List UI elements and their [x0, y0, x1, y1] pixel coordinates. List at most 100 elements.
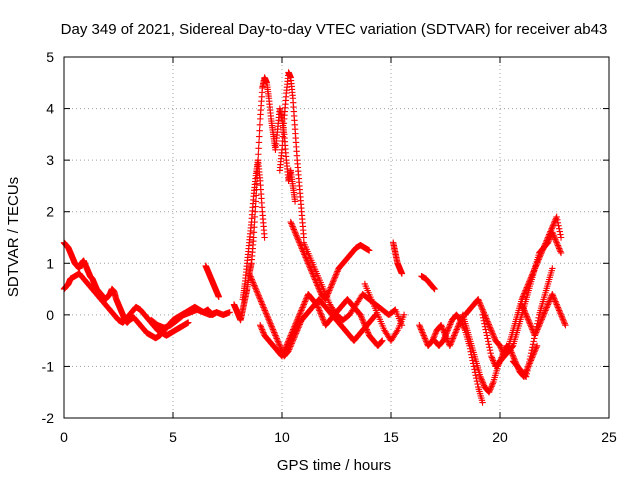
data-point	[484, 338, 492, 345]
data-point	[256, 127, 263, 134]
data-point	[379, 337, 386, 344]
data-point	[289, 327, 296, 335]
data-point	[485, 341, 492, 348]
x-tick-label: 5	[169, 429, 177, 445]
data-point	[304, 258, 311, 266]
data-point	[318, 313, 326, 320]
data-point	[288, 340, 295, 347]
data-point	[274, 338, 282, 345]
data-point	[417, 324, 424, 332]
data-point	[297, 319, 304, 327]
y-tick-label: -2	[42, 410, 55, 426]
series-arc-19	[509, 265, 556, 380]
data-point	[483, 332, 491, 339]
data-point	[537, 317, 545, 324]
data-point	[289, 337, 297, 344]
data-point	[264, 314, 272, 322]
data-point	[528, 347, 535, 354]
data-point	[418, 326, 425, 333]
data-point	[292, 330, 300, 337]
data-point	[549, 292, 557, 299]
data-point	[362, 323, 369, 330]
data-point	[553, 301, 560, 308]
data-point	[443, 328, 451, 336]
data-point	[522, 373, 530, 380]
data-point	[481, 320, 488, 327]
data-point	[287, 341, 295, 349]
data-point	[555, 305, 562, 313]
data-point	[437, 321, 445, 329]
data-point	[314, 302, 321, 310]
x-tick-label: 0	[60, 429, 68, 445]
data-point	[557, 310, 564, 317]
data-point	[279, 351, 286, 358]
data-point	[529, 341, 537, 348]
data-point	[479, 399, 486, 406]
data-point	[476, 299, 483, 306]
data-point	[489, 381, 496, 389]
data-point	[519, 304, 527, 311]
data-point	[551, 235, 559, 242]
data-point	[311, 276, 319, 283]
data-point	[256, 295, 264, 302]
data-point	[304, 260, 312, 267]
data-point	[460, 324, 468, 331]
data-point	[430, 284, 437, 291]
series-arc-17	[461, 213, 565, 360]
data-point	[431, 285, 438, 293]
data-point	[528, 324, 535, 332]
data-point	[308, 268, 316, 276]
data-point	[296, 240, 304, 248]
x-tick-label: 10	[274, 429, 290, 445]
data-point	[378, 338, 385, 345]
y-axis-ticks: -2 -1 0 1 2 3 4 5	[42, 49, 609, 426]
data-point	[538, 316, 545, 323]
data-point	[477, 373, 484, 380]
data-point	[479, 379, 487, 386]
data-point	[285, 338, 292, 345]
data-point	[421, 333, 428, 341]
x-axis-ticks: 0 5 10 15 20 25	[60, 57, 617, 445]
data-point	[555, 243, 562, 251]
data-point	[452, 327, 460, 335]
data-point	[295, 322, 303, 330]
data-point	[332, 271, 340, 278]
data-point	[290, 224, 297, 232]
data-point	[553, 239, 560, 246]
data-point	[449, 335, 457, 342]
data-point	[257, 323, 265, 330]
data-point	[258, 324, 265, 332]
data-point	[489, 330, 496, 337]
data-point	[419, 330, 427, 338]
data-point	[488, 383, 495, 390]
data-point	[320, 317, 327, 324]
data-point	[262, 310, 270, 317]
data-point	[400, 311, 408, 319]
data-point	[519, 294, 526, 302]
data-point	[287, 332, 294, 339]
y-tick-label: 2	[46, 204, 54, 220]
data-point	[524, 364, 532, 372]
data-point	[453, 326, 460, 333]
data-point	[519, 293, 527, 300]
data-point	[525, 361, 532, 369]
data-point	[313, 280, 321, 288]
data-point	[261, 307, 269, 314]
data-point	[255, 139, 263, 146]
data-point	[298, 307, 305, 314]
data-point	[286, 335, 293, 342]
data-point	[260, 304, 267, 311]
data-point	[280, 348, 288, 355]
data-point	[522, 310, 529, 317]
data-point	[439, 326, 447, 333]
data-point	[554, 302, 561, 310]
data-point	[215, 293, 222, 301]
data-point	[554, 219, 562, 226]
data-point	[496, 342, 504, 349]
data-point	[285, 347, 292, 355]
data-point	[326, 285, 334, 293]
data-point	[438, 323, 445, 330]
data-point	[259, 327, 266, 335]
data-point	[265, 316, 272, 323]
